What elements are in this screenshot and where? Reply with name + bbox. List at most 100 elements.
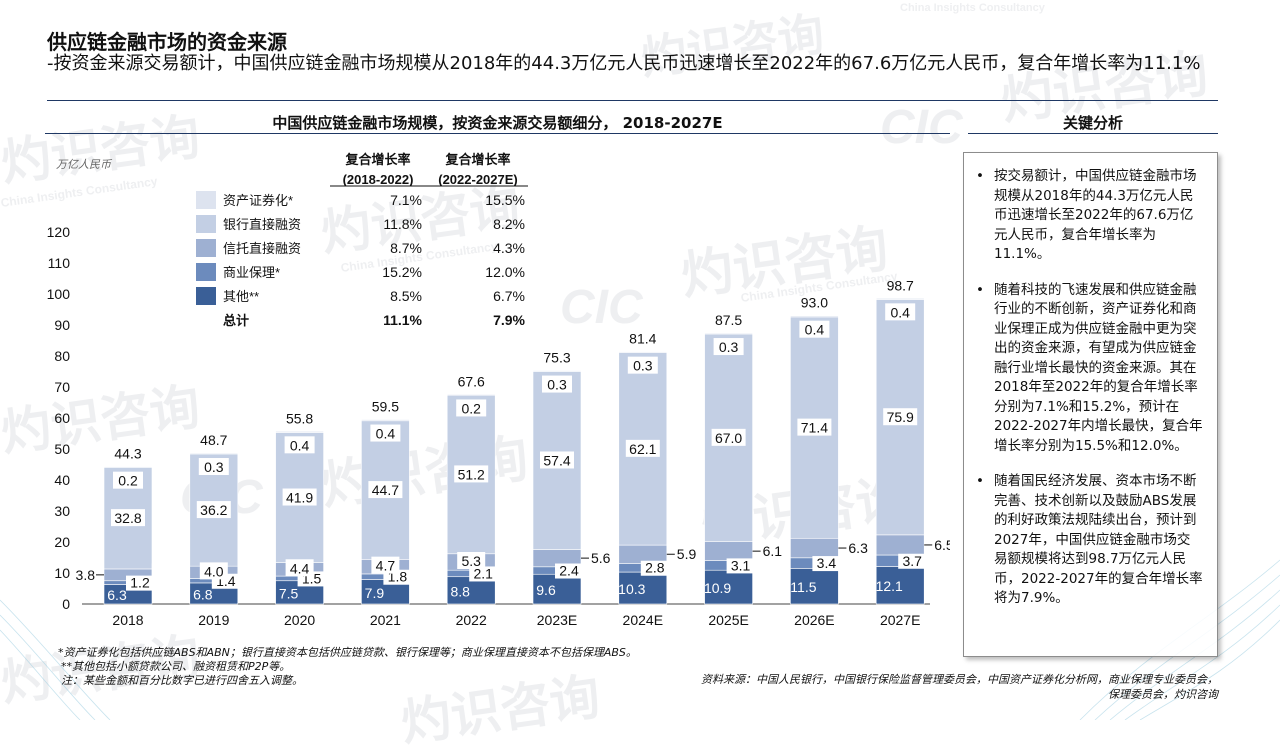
y-tick-label: 80 [54,348,70,364]
watermark-text: 灼识咨询 [637,7,828,85]
data-label-abs: 0.3 [633,358,653,374]
analysis-bullet: • 随着科技的飞速发展和供应链金融行业的不断创新，资产证券化和商业保理正成为供应… [976,281,1203,457]
unit-label: 万亿人民币 [56,158,113,171]
watermark-logo: CIC [880,101,963,154]
data-label-total: 59.5 [372,399,399,415]
analysis-bullet: • 按交易额计，中国供应链金融市场规模从2018年的44.3万亿元人民币迅速增长… [976,167,1203,265]
data-label-other: 12.1 [876,578,903,594]
data-label-trust-box [285,559,314,577]
data-label-trust-box [199,562,228,580]
y-tick-label: 50 [54,441,70,457]
chart-title: 中国供应链金融市场规模，按资金来源交易额细分， 2018-2027E [272,114,723,132]
data-label-abs-box [799,320,830,338]
header-divider [47,100,1218,101]
bar-segment-abs [618,351,668,353]
bar-segment-abs [532,370,582,372]
legend-label: 其他** [223,289,259,304]
source-note: 资料来源：中国人民银行，中国银行保险监督管理委员会，中国资产证券化分析网，商业保… [701,673,1218,701]
analysis-title: 关键分析 [1062,114,1123,132]
footnote: 注：某些金额和百分比数字已进行四舍五入调整。 [61,674,303,687]
bar-segment-abs [704,332,753,335]
analysis-title-divider [968,133,1218,134]
data-label-total: 98.7 [887,277,914,293]
data-label-bank-box [196,501,231,519]
data-label-bank: 36.2 [200,502,227,518]
legend-swatch-trust [196,239,216,257]
data-label-abs: 0.4 [805,322,825,338]
data-label-other: 10.9 [704,580,731,596]
data-label-other: 7.5 [279,585,299,601]
bar-segment-other [875,566,925,605]
data-label-total: 48.7 [200,432,227,448]
data-label-total: 87.5 [715,312,742,328]
x-tick-label: 2022 [456,612,487,628]
data-label-factoring-box [726,558,755,574]
cagr-value: 7.1% [390,192,422,208]
data-label-other: 10.3 [618,581,645,597]
data-label-factoring-box [812,556,841,572]
cagr-value: 4.3% [493,240,525,256]
y-tick-label: 0 [62,596,70,612]
x-tick-label: 2023E [537,612,577,628]
cagr-header-period: (2018-2022) [343,172,414,187]
data-label-abs-box [198,458,229,476]
legend-swatch-other [196,287,216,305]
data-label-abs: 0.3 [204,459,224,475]
y-tick-label: 20 [54,534,70,550]
cagr-total-value: 7.9% [493,312,525,328]
bullet-icon: • [976,281,984,298]
y-tick-label: 30 [54,503,70,519]
data-label-trust-box [457,551,486,569]
cagr-header: 复合增长率 [344,152,410,167]
y-tick-label: 40 [54,472,70,488]
data-label-abs-box [370,424,401,442]
x-tick-label: 2019 [198,612,229,628]
data-label-factoring: 3.7 [902,553,922,569]
cagr-value: 12.0% [485,264,525,280]
data-label-trust: 4.0 [204,563,224,579]
y-tick-label: 120 [47,224,71,240]
data-label-factoring-box [126,575,154,591]
x-tick-label: 2026E [794,612,834,628]
cagr-value: 8.5% [390,288,422,304]
data-label-total: 81.4 [629,331,656,347]
bar-segment-other [704,569,753,605]
data-label-other: 8.8 [450,583,470,599]
data-label-trust-box [371,556,400,574]
data-label-trust: 3.8 [76,567,96,583]
data-label-trust: 4.7 [376,558,396,574]
x-tick-label: 2027E [880,612,920,628]
data-label-abs: 0.4 [376,426,396,442]
data-label-abs-box [542,375,572,393]
bar-segment-abs [790,315,839,318]
data-label-abs: 0.3 [719,339,739,355]
bar-segment-abs [446,394,496,396]
page-title: 供应链金融市场的资金来源 [47,30,287,54]
data-label-factoring: 2.8 [645,560,665,576]
bar-segment-abs [875,298,925,300]
data-label-bank: 67.0 [715,430,742,446]
data-label-bank-box [282,488,317,506]
data-label-bank-box [454,465,489,483]
y-tick-label: 90 [54,317,70,333]
x-tick-label: 2025E [708,612,748,628]
legend-label: 资产证券化* [223,193,293,208]
data-label-factoring: 2.1 [473,565,493,581]
cagr-value: 8.7% [390,240,422,256]
data-label-bank: 75.9 [887,409,914,425]
cagr-value: 11.8% [383,216,422,232]
data-label-abs: 0.2 [118,473,138,489]
x-tick-label: 2021 [370,612,401,628]
bar-segment-other [790,568,839,605]
analysis-text: 随着科技的飞速发展和供应链金融行业的不断创新，资产证券化和商业保理正成为供应链金… [994,281,1203,454]
data-label-total: 93.0 [801,295,828,311]
cagr-value: 6.7% [493,288,525,304]
data-label-bank-box [883,408,918,426]
y-tick-label: 60 [54,410,70,426]
data-label-factoring-box [469,566,498,582]
cagr-value: 15.5% [485,192,525,208]
bar-segment-abs [189,452,239,455]
data-label-factoring-box [898,553,927,569]
data-label-abs-box [284,436,315,454]
data-label-bank: 57.4 [543,452,570,468]
